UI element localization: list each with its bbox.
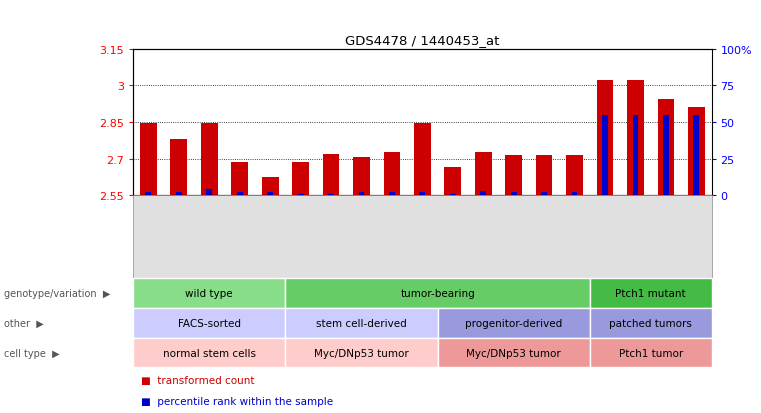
Bar	[444, 168, 461, 196]
Text: Ptch1 mutant: Ptch1 mutant	[616, 288, 686, 298]
Bar	[541, 193, 547, 196]
Bar	[353, 158, 370, 196]
Text: normal stem cells: normal stem cells	[163, 348, 256, 358]
Text: genotype/variation  ▶: genotype/variation ▶	[4, 288, 110, 298]
Bar	[627, 81, 644, 196]
Bar	[262, 178, 279, 196]
Bar	[536, 156, 552, 196]
Bar	[176, 193, 182, 196]
Text: progenitor-derived: progenitor-derived	[465, 318, 562, 328]
Bar	[170, 140, 187, 196]
Bar	[414, 124, 431, 196]
Bar	[206, 190, 212, 196]
Bar	[450, 194, 456, 196]
Bar	[267, 193, 273, 196]
Text: Myc/DNp53 tumor: Myc/DNp53 tumor	[466, 348, 561, 358]
Text: ■  transformed count: ■ transformed count	[141, 375, 254, 385]
Bar	[693, 115, 699, 196]
Bar	[658, 100, 674, 196]
Text: stem cell-derived: stem cell-derived	[316, 318, 407, 328]
Text: Myc/DNp53 tumor: Myc/DNp53 tumor	[314, 348, 409, 358]
Bar	[231, 163, 248, 196]
Bar	[323, 154, 339, 196]
Title: GDS4478 / 1440453_at: GDS4478 / 1440453_at	[345, 34, 499, 47]
Bar	[384, 153, 400, 196]
Bar	[298, 194, 304, 196]
Text: other  ▶: other ▶	[4, 318, 43, 328]
Bar	[511, 193, 517, 196]
Bar	[480, 191, 486, 196]
Bar	[145, 193, 151, 196]
Bar	[597, 81, 613, 196]
Bar	[505, 156, 522, 196]
Bar	[688, 108, 705, 196]
Bar	[602, 115, 608, 196]
Text: FACS-sorted: FACS-sorted	[178, 318, 240, 328]
Text: wild type: wild type	[186, 288, 233, 298]
Bar	[566, 156, 583, 196]
Bar	[328, 194, 334, 196]
Text: cell type  ▶: cell type ▶	[4, 348, 59, 358]
Bar	[201, 124, 218, 196]
Text: patched tumors: patched tumors	[610, 318, 692, 328]
Text: ■  percentile rank within the sample: ■ percentile rank within the sample	[141, 396, 333, 406]
Bar	[389, 193, 395, 196]
Bar	[475, 153, 492, 196]
Bar	[632, 115, 638, 196]
Bar	[358, 193, 365, 196]
Bar	[663, 115, 669, 196]
Bar	[572, 193, 578, 196]
Bar	[292, 163, 309, 196]
Text: Ptch1 tumor: Ptch1 tumor	[619, 348, 683, 358]
Bar	[140, 124, 157, 196]
Bar	[237, 193, 243, 196]
Bar	[419, 193, 425, 196]
Text: tumor-bearing: tumor-bearing	[400, 288, 475, 298]
